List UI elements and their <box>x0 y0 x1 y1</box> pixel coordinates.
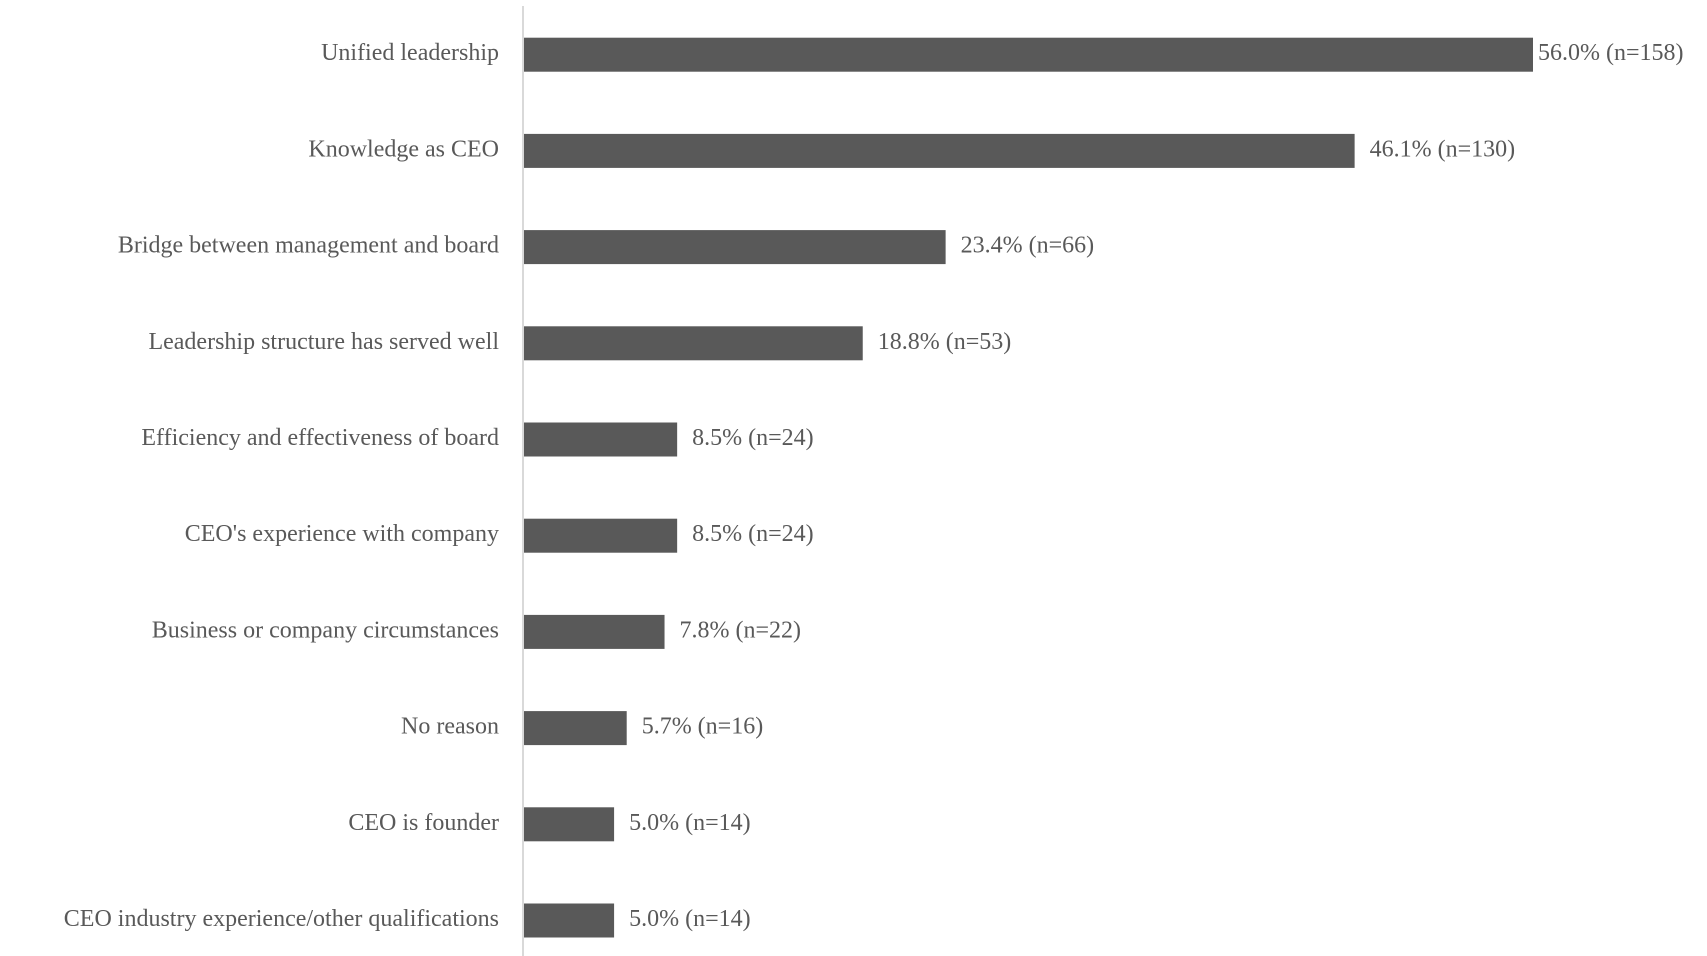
category-label: Business or company circumstances <box>152 617 499 643</box>
category-label: Leadership structure has served well <box>148 329 499 355</box>
category-label: Unified leadership <box>321 40 499 66</box>
bar <box>524 230 946 265</box>
bar <box>524 37 1533 72</box>
value-label: 46.1% (n=130) <box>1370 136 1516 162</box>
value-label: 5.0% (n=14) <box>629 906 751 932</box>
bar <box>524 807 615 842</box>
category-label: CEO's experience with company <box>185 521 499 547</box>
category-label: Bridge between management and board <box>118 233 499 259</box>
bar <box>524 614 665 649</box>
category-label: No reason <box>401 714 499 740</box>
value-label: 18.8% (n=53) <box>878 329 1012 355</box>
value-label: 5.7% (n=16) <box>642 714 764 740</box>
bar <box>524 133 1355 168</box>
bar <box>524 518 678 553</box>
value-label: 7.8% (n=22) <box>680 617 802 643</box>
value-label: 56.0% (n=158) <box>1538 40 1684 66</box>
value-label: 23.4% (n=66) <box>961 233 1095 259</box>
category-label: Knowledge as CEO <box>308 136 499 162</box>
category-label: CEO industry experience/other qualificat… <box>64 906 499 932</box>
bar <box>524 326 863 361</box>
value-label: 8.5% (n=24) <box>692 521 814 547</box>
category-label: CEO is founder <box>348 810 499 836</box>
bar <box>524 422 678 457</box>
value-label: 8.5% (n=24) <box>692 425 814 451</box>
bar <box>524 903 615 938</box>
value-label: 5.0% (n=14) <box>629 810 751 836</box>
bar <box>524 711 627 746</box>
category-label: Efficiency and effectiveness of board <box>141 425 499 451</box>
